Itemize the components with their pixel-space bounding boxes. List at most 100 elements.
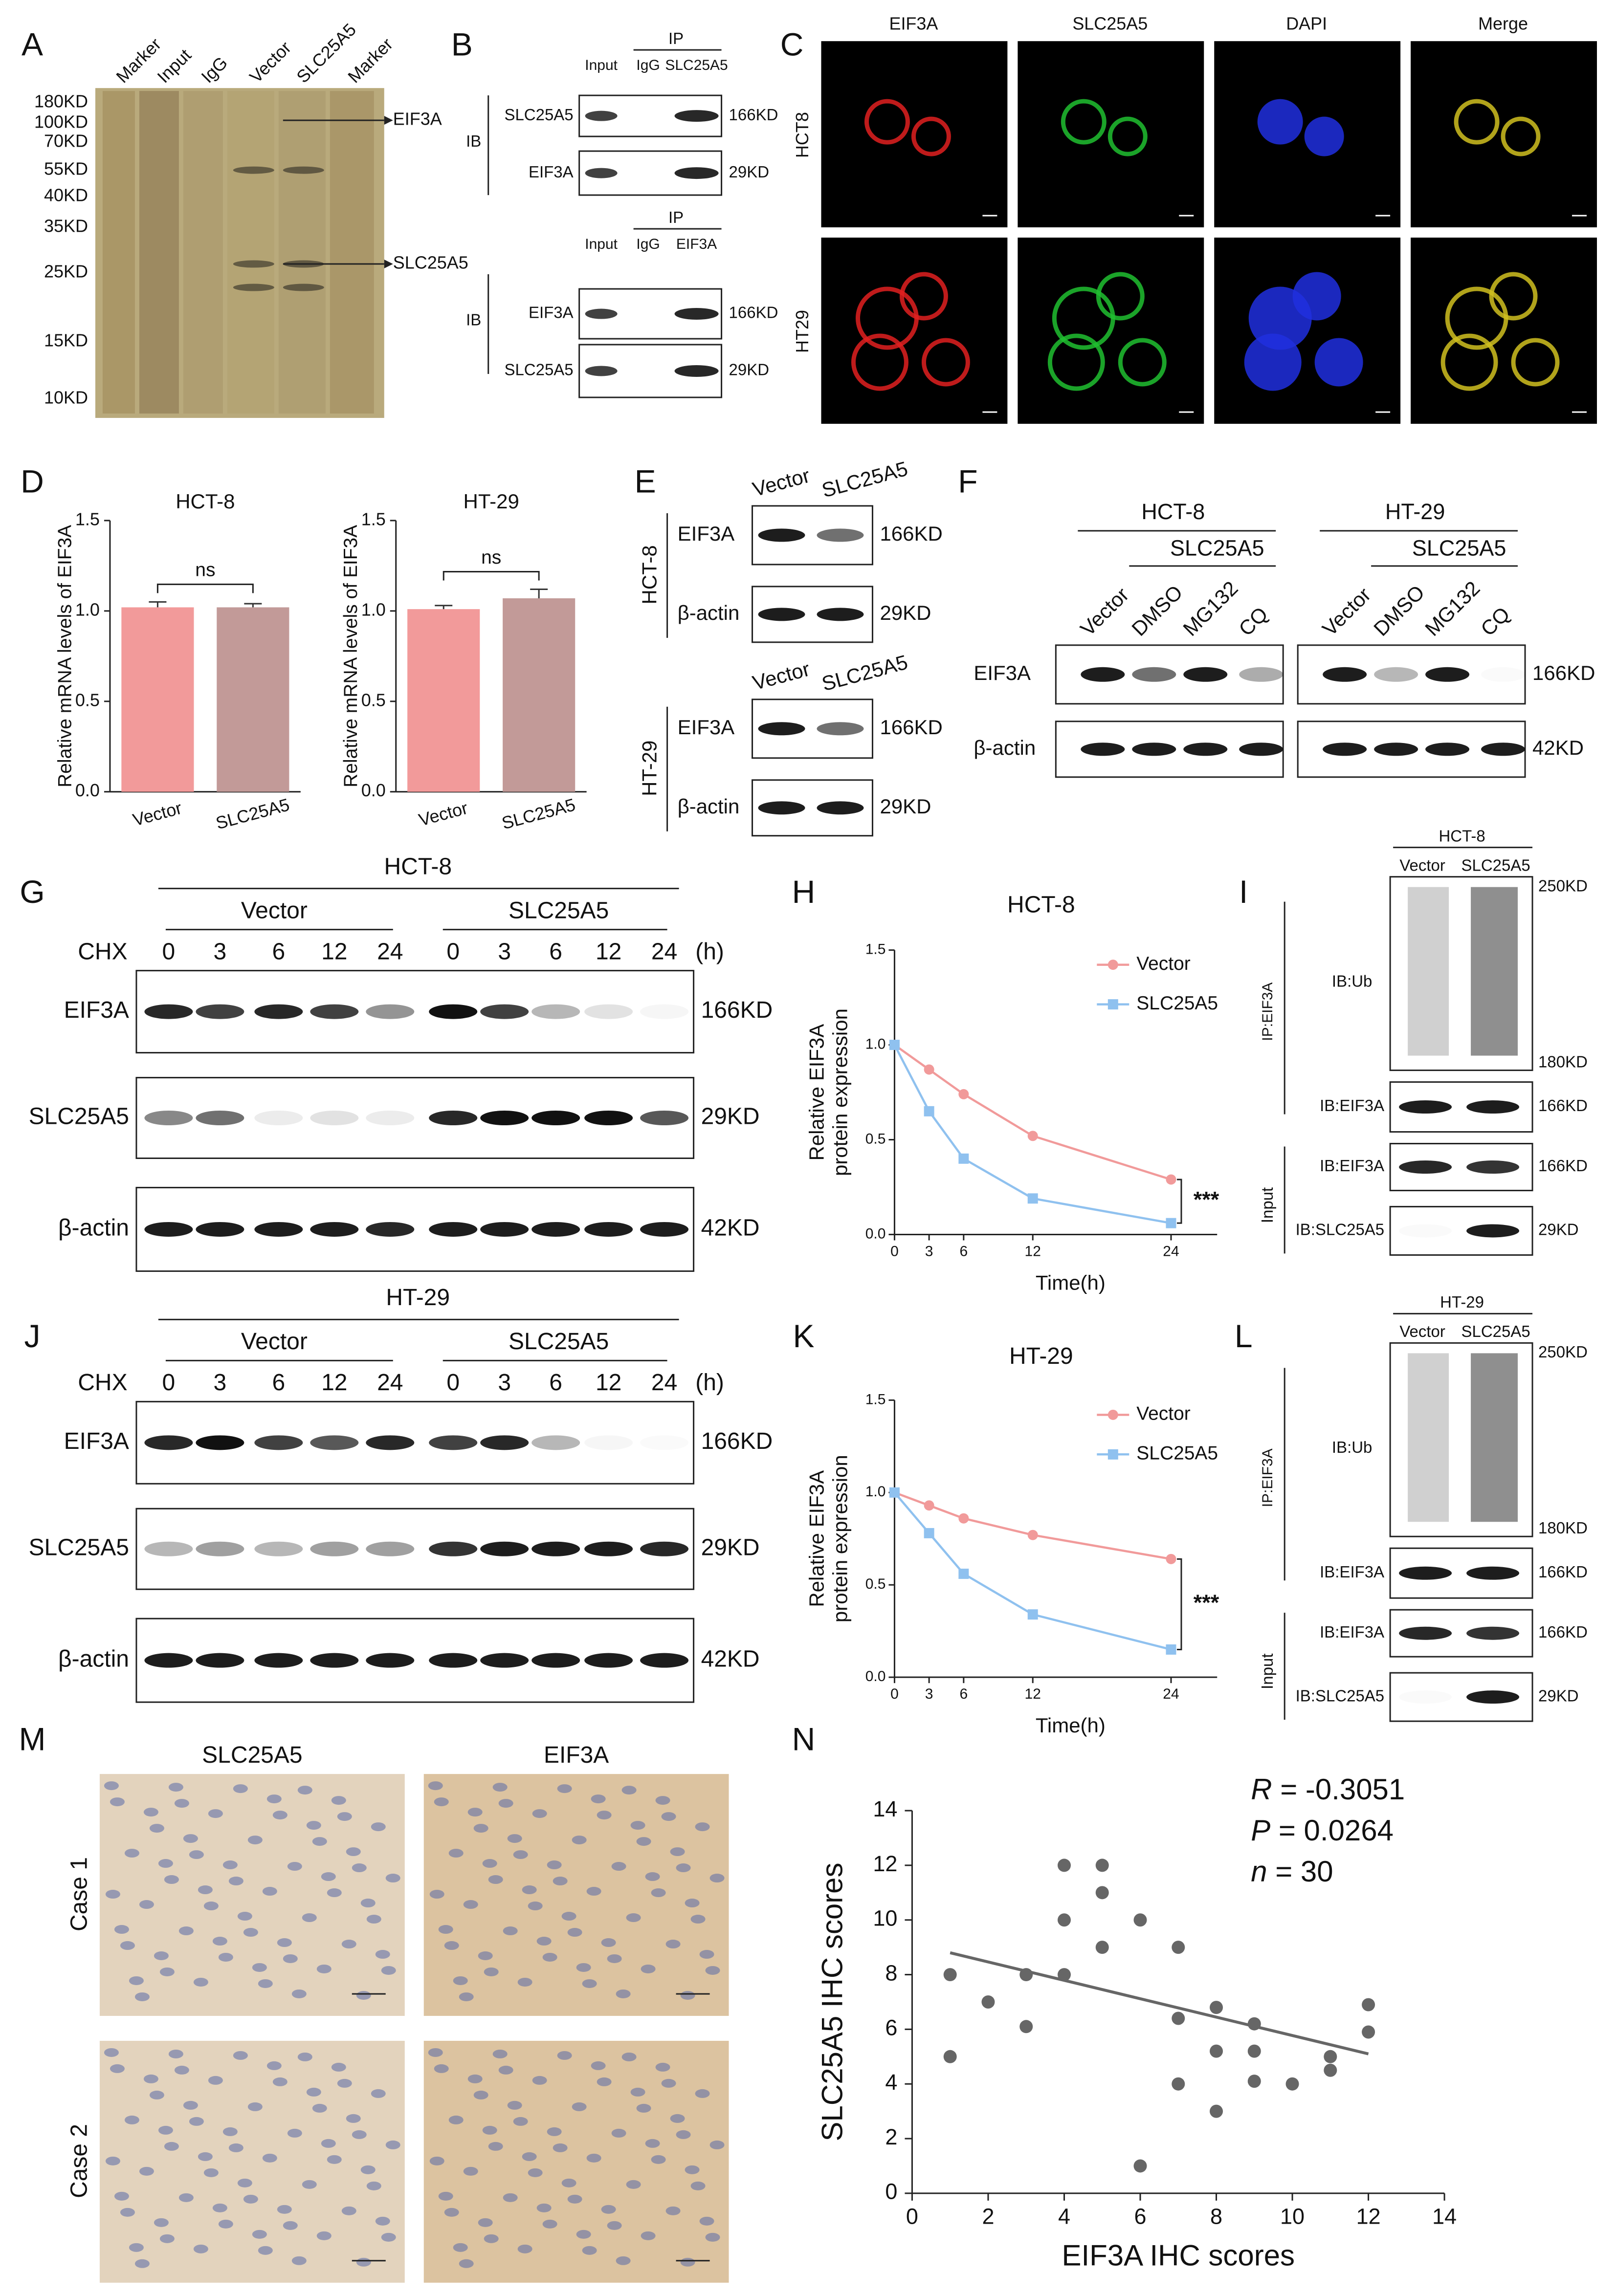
label: ns xyxy=(481,547,501,568)
chart-title: HT-29 xyxy=(1009,1343,1073,1369)
point xyxy=(1095,1941,1109,1954)
nucleus xyxy=(536,1937,552,1946)
band xyxy=(1466,1100,1520,1114)
x-tick-label: 4 xyxy=(1058,2204,1070,2229)
nucleus xyxy=(337,1812,352,1821)
lane-label: Marker xyxy=(344,34,397,87)
band xyxy=(817,722,864,736)
nucleus xyxy=(312,2103,327,2113)
y-tick-label: 14 xyxy=(873,1796,897,1821)
label: HT-29 xyxy=(1385,499,1445,524)
nucleus xyxy=(247,1836,263,1845)
nucleus xyxy=(212,1937,227,1946)
band xyxy=(1132,667,1176,682)
label: Vector xyxy=(750,464,812,501)
label: DAPI xyxy=(1286,14,1327,34)
stat-text: = 30 xyxy=(1267,1855,1333,1888)
nucleus xyxy=(283,1954,298,1963)
band xyxy=(1183,667,1228,682)
nucleus xyxy=(498,2065,513,2075)
label: EIF3A xyxy=(64,1428,129,1454)
nucleus xyxy=(536,2203,552,2212)
band xyxy=(196,1111,244,1126)
nucleus xyxy=(705,1966,720,1975)
time-label: 3 xyxy=(214,939,227,964)
nucleus xyxy=(168,2049,183,2058)
x-tick-label: SLC25A5 xyxy=(500,794,577,833)
nucleus xyxy=(346,2114,361,2123)
label: 166KD xyxy=(1538,1157,1588,1175)
nucleus xyxy=(120,1941,135,1950)
label: 166KD xyxy=(729,304,778,322)
label: 29KD xyxy=(880,795,931,818)
band xyxy=(1374,743,1418,756)
nucleus xyxy=(597,2077,612,2086)
stat-symbol: P xyxy=(1251,1814,1270,1847)
nucleus xyxy=(532,1809,547,1818)
nucleus xyxy=(189,1850,204,1859)
band xyxy=(531,1653,580,1668)
panel-letter: F xyxy=(958,463,977,499)
label: 166KD xyxy=(701,1428,773,1454)
marker xyxy=(958,1513,969,1524)
x-tick-label: 24 xyxy=(1163,1243,1179,1259)
nucleus xyxy=(316,2231,332,2240)
point xyxy=(1324,2050,1337,2063)
nucleus xyxy=(124,2115,139,2124)
chart-title: HCT-8 xyxy=(1007,892,1075,918)
panel-letter: M xyxy=(19,1721,46,1757)
y-tick-label: 1.0 xyxy=(75,599,100,619)
nucleus xyxy=(547,1860,562,1870)
time-label: 24 xyxy=(651,939,677,964)
label: 250KD xyxy=(1538,876,1588,895)
legend-label: SLC25A5 xyxy=(1136,993,1218,1014)
nucleus xyxy=(208,1809,223,1818)
cell xyxy=(1501,116,1541,156)
nucleus xyxy=(114,2191,129,2201)
band xyxy=(480,1541,529,1556)
arrow-label: SLC25A5 xyxy=(393,253,468,273)
label: 29KD xyxy=(1538,1221,1579,1239)
band xyxy=(1481,743,1526,756)
y-tick-label: 1.5 xyxy=(75,509,100,529)
label: 42KD xyxy=(701,1646,760,1672)
label: β-actin xyxy=(58,1215,129,1241)
label: Vector xyxy=(1318,583,1375,640)
error-bar xyxy=(244,603,262,608)
axis-label: protein expression xyxy=(829,1455,852,1622)
nucleus xyxy=(478,1951,493,1960)
nucleus xyxy=(381,2232,396,2242)
label: CHX xyxy=(78,1370,127,1396)
nucleus xyxy=(428,1781,443,1791)
nucleus xyxy=(676,1863,691,1873)
panel-letter: I xyxy=(1239,874,1248,910)
nucleus xyxy=(277,2205,292,2214)
band xyxy=(1323,667,1367,682)
x-tick-label: 6 xyxy=(959,1686,968,1702)
cell xyxy=(921,338,970,387)
marker-label: 70KD xyxy=(44,131,88,151)
x-tick-label: 0 xyxy=(890,1243,899,1259)
label: Vector xyxy=(1399,856,1445,874)
label: IB xyxy=(466,311,481,329)
band xyxy=(429,1435,478,1450)
arrow-head xyxy=(384,260,393,269)
nucleus xyxy=(218,2219,233,2229)
band xyxy=(1081,667,1125,682)
nucleus xyxy=(498,1799,513,1808)
marker xyxy=(958,1153,969,1164)
point xyxy=(1057,1968,1071,1982)
label: (h) xyxy=(695,1370,724,1396)
axis-label: Time(h) xyxy=(1036,1271,1106,1294)
nucleus xyxy=(154,1951,169,1960)
label: Input xyxy=(1258,1653,1276,1689)
point xyxy=(1095,1886,1109,1900)
nucleus xyxy=(586,2153,601,2163)
nucleus xyxy=(327,1888,342,1898)
nucleus xyxy=(385,1874,400,1883)
time-label: 12 xyxy=(596,939,621,964)
cell xyxy=(864,99,910,145)
nucleus xyxy=(168,1783,183,1792)
band xyxy=(1239,743,1284,756)
nucleus xyxy=(352,1863,367,1873)
